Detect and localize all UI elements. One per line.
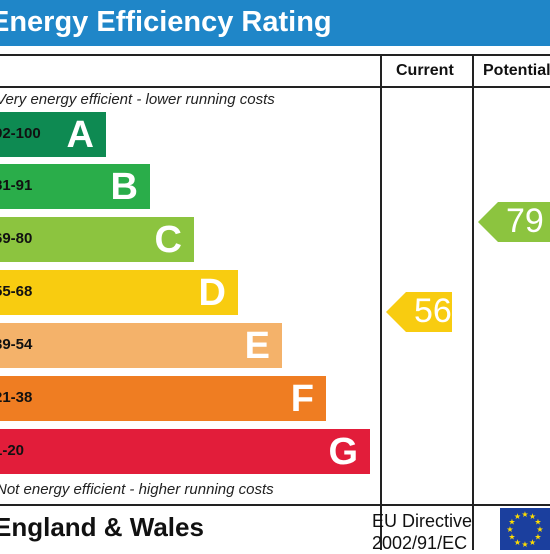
band-range: 92-100 [0,125,41,142]
band-range: 21-38 [0,389,33,406]
eu-star: ★ [508,533,515,542]
eu-star: ★ [529,512,536,521]
potential-arrow-body: 79 [498,202,550,242]
band-a: 92-100 A [0,112,106,157]
eu-directive-line2: 2002/91/EC [372,533,468,553]
footer-divider [0,504,550,506]
band-range: 39-54 [0,336,33,353]
eu-star: ★ [521,540,528,549]
eu-star: ★ [534,518,541,527]
band-d: 55-68 D [0,270,238,315]
eu-star: ★ [536,525,543,534]
potential-column-divider [472,54,474,550]
current-column-header: Current [396,62,454,79]
eu-directive: EU Directive 2002/91/EC [372,510,472,554]
eu-star: ★ [521,510,528,519]
eu-star: ★ [534,533,541,542]
eu-star: ★ [514,538,521,547]
band-letter: E [244,325,270,367]
band-letter: C [154,219,182,261]
band-range: 69-80 [0,230,33,247]
band-b: 81-91 B [0,164,150,209]
band-letter: D [198,272,226,314]
eu-star: ★ [508,518,515,527]
current-rating-value: 56 [414,292,452,330]
eu-stars: ★★★★★★★★★ ★ ★★ [506,510,543,549]
band-range: 81-91 [0,177,33,194]
band-letter: B [110,166,138,208]
eu-star: ★ [506,525,513,534]
inefficient-note: Not energy efficient - higher running co… [0,481,274,498]
band-e: 39-54 E [0,323,282,368]
page-title: Energy Efficiency Rating [0,6,332,38]
band-g: 1-20 G [0,429,370,474]
header-divider [0,86,550,88]
eu-star: ★ [529,538,536,547]
current-column-divider [380,54,382,550]
current-arrow-body: 56 [406,292,452,332]
potential-rating-value: 79 [506,202,544,240]
band-c: 69-80 C [0,217,194,262]
potential-column-header: Potential [483,62,550,79]
band-f: 21-38 F [0,376,326,421]
eu-directive-line1: EU Directive [372,511,473,531]
potential-arrow-tip [478,202,498,242]
region-label: England & Wales [0,512,204,542]
eu-star: ★ [514,512,521,521]
title-bar: Energy Efficiency Rating [0,0,550,46]
efficient-note: Very energy efficient - lower running co… [0,91,275,108]
eu-flag-icon: ★ ★ ★ ★ ★ ★ ★ ★ ★ ★ ★ ★ [500,508,550,550]
top-border [0,54,550,56]
band-letter: G [328,431,358,473]
band-letter: A [66,114,94,156]
band-range: 55-68 [0,283,33,300]
band-letter: F [290,378,314,420]
current-arrow-tip [386,292,406,332]
band-range: 1-20 [0,442,25,459]
